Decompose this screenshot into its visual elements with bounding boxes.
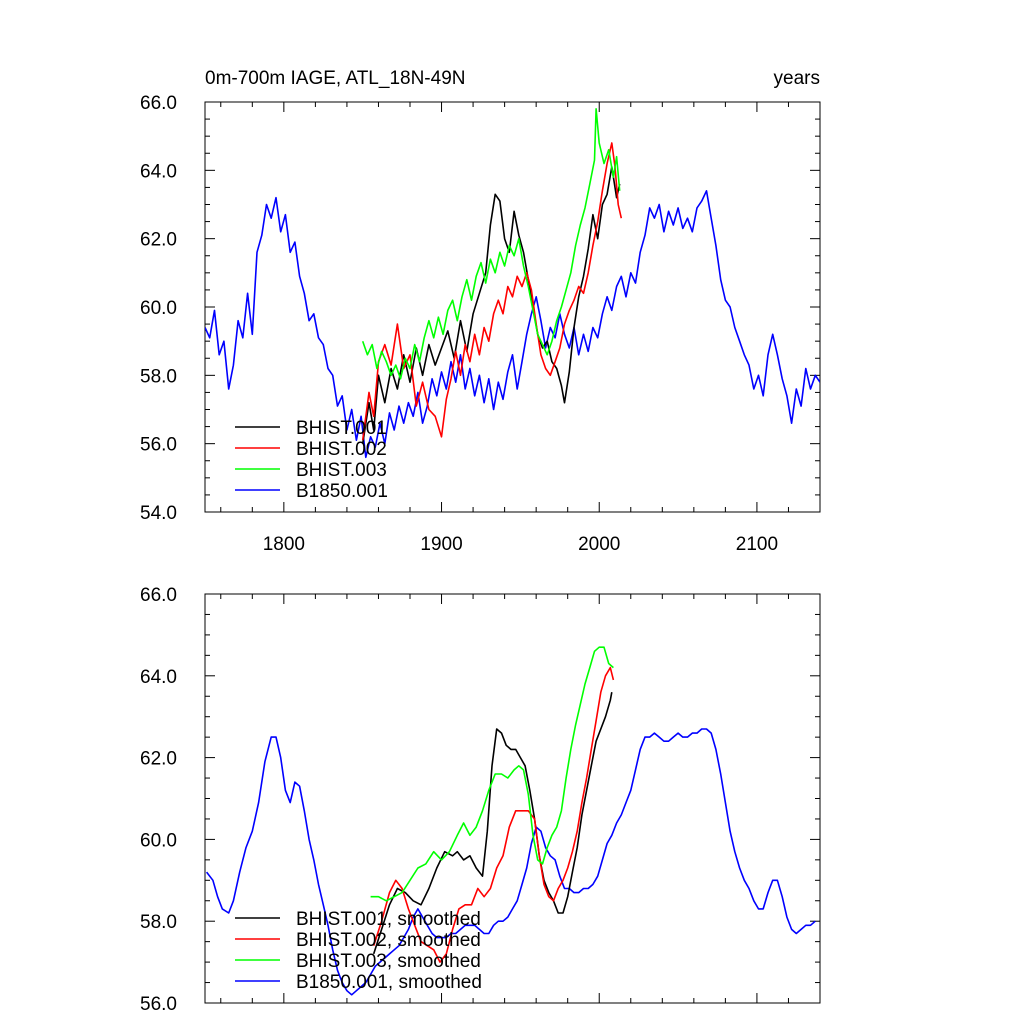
- legend-label: BHIST.003: [296, 460, 387, 481]
- smoothed-timeseries-panel: 56.0 58.0 60.0 62.0 64.0 66.0 BHIST.001, smoot…: [140, 585, 821, 1015]
- legend-label: B1850.001: [296, 481, 388, 502]
- y-tick-label: 64.0: [140, 161, 177, 182]
- y-tick-label: 62.0: [140, 749, 177, 770]
- legend-label: BHIST.002: [296, 439, 387, 460]
- y-tick-label: 56.0: [140, 994, 177, 1015]
- x-tick-label: 1900: [420, 534, 462, 555]
- legend-label: BHIST.002, smoothed: [296, 930, 481, 951]
- series-line-b1850-001-smoothed: [205, 728, 816, 996]
- y-tick-label: 54.0: [140, 503, 177, 524]
- series-line-bhist-003-smoothed: [370, 646, 614, 902]
- series-line-b1850-001: [205, 190, 820, 459]
- y-tick-label: 60.0: [140, 830, 177, 851]
- chart-title: 0m-700m IAGE, ATL_18N-49N: [205, 68, 465, 89]
- series-line-bhist-002-smoothed: [372, 666, 615, 963]
- legend-label: BHIST.001: [296, 418, 387, 439]
- series-line-bhist-001-smoothed: [372, 692, 613, 955]
- x-tick-label: 1800: [263, 534, 305, 555]
- legend-label: B1850.001, smoothed: [296, 972, 482, 993]
- y-tick-label: 58.0: [140, 366, 177, 387]
- y-tick-label: 64.0: [140, 667, 177, 688]
- x-tick-label: 2100: [736, 534, 778, 555]
- units-label: years: [774, 68, 820, 89]
- y-tick-label: 66.0: [140, 93, 177, 114]
- series-line-bhist-001: [361, 166, 621, 444]
- y-tick-label: 58.0: [140, 912, 177, 933]
- legend-label: BHIST.001, smoothed: [296, 909, 481, 930]
- series-line-bhist-003: [361, 108, 621, 380]
- y-tick-label: 60.0: [140, 298, 177, 319]
- raw-timeseries-panel: 1800 1900 2000 2100 54.0 56.0 58.0 60.0 62.0 64.0…: [140, 68, 821, 555]
- x-tick-label: 2000: [578, 534, 620, 555]
- y-tick-label: 56.0: [140, 435, 177, 456]
- y-tick-label: 66.0: [140, 585, 177, 606]
- y-tick-label: 62.0: [140, 230, 177, 251]
- series-line-bhist-002: [361, 142, 623, 441]
- legend-label: BHIST.003, smoothed: [296, 951, 481, 972]
